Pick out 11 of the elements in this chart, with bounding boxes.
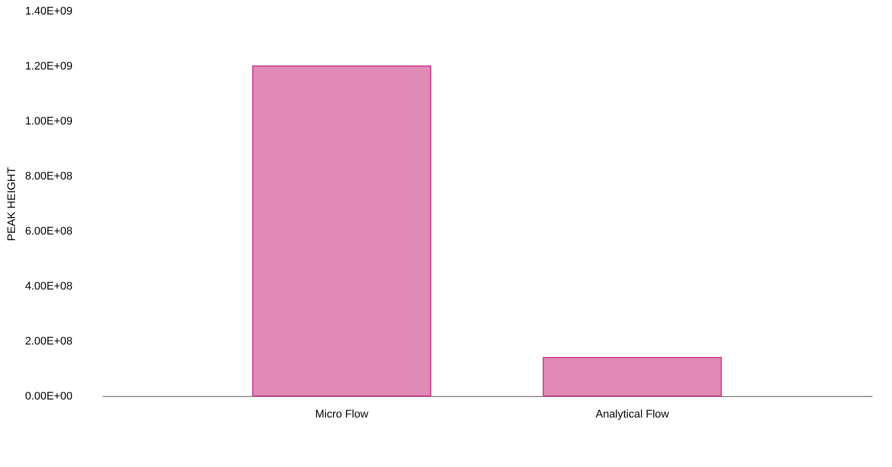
y-tick-label: 0.00E+00 <box>25 390 72 402</box>
x-tick-label: Micro Flow <box>315 408 368 420</box>
y-tick-label: 8.00E+08 <box>25 170 72 182</box>
y-axis-title: PEAK HEIGHT <box>6 166 18 241</box>
y-tick-label: 1.20E+09 <box>25 60 72 72</box>
y-tick-label: 2.00E+08 <box>25 336 72 348</box>
x-tick-label: Analytical Flow <box>596 408 670 420</box>
y-tick-label: 1.40E+09 <box>25 6 72 18</box>
y-tick-label: 1.00E+09 <box>25 116 72 128</box>
y-tick-label: 4.00E+08 <box>25 280 72 292</box>
y-tick-label: 6.00E+08 <box>25 226 72 238</box>
